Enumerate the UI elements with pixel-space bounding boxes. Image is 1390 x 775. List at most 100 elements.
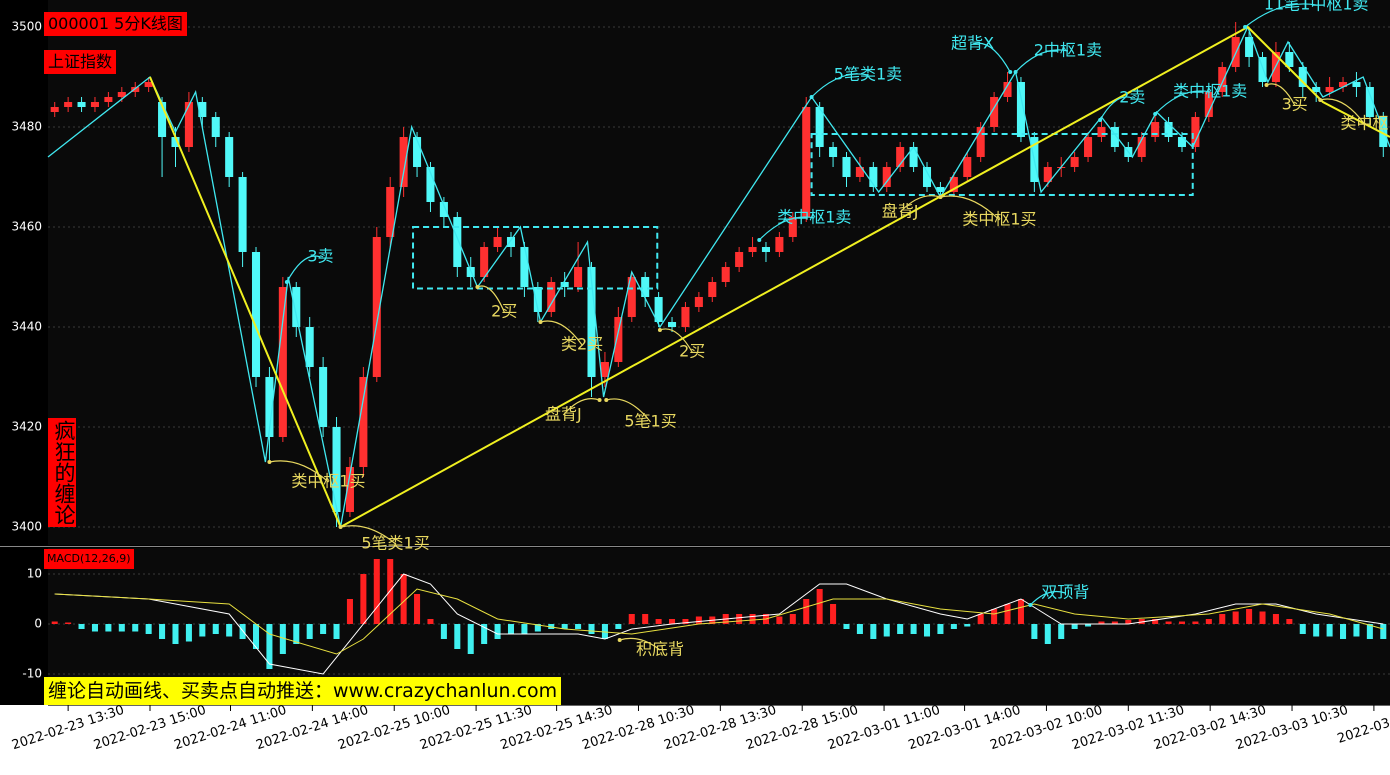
- y-tick-label: 3400: [11, 520, 42, 534]
- annotation-point: [657, 328, 662, 332]
- macd-bar: [1058, 624, 1065, 639]
- macd-bar: [306, 624, 313, 639]
- candle-body: [869, 167, 878, 187]
- macd-bar: [467, 624, 474, 654]
- macd-bar: [440, 624, 447, 639]
- macd-bar: [736, 614, 743, 624]
- macd-bar: [1299, 624, 1306, 634]
- macd-bar: [239, 624, 246, 639]
- macd-bar: [494, 624, 501, 639]
- annotation-label: 3卖: [307, 247, 333, 266]
- annotation-point: [1153, 112, 1158, 116]
- macd-bar: [803, 599, 810, 624]
- macd-bar: [266, 624, 273, 669]
- y-tick-label: -10: [22, 667, 42, 681]
- macd-bar: [1098, 621, 1105, 624]
- macd-bar: [1017, 599, 1024, 624]
- candle-body: [171, 137, 180, 147]
- annotation-point: [1098, 118, 1103, 122]
- macd-bar: [387, 559, 394, 624]
- candle-body: [641, 277, 650, 297]
- annotation-label: 类中枢1卖: [1173, 82, 1247, 101]
- candle-body: [614, 317, 623, 362]
- candle-body: [976, 127, 985, 157]
- macd-bar: [749, 614, 756, 624]
- candle-body: [1298, 67, 1307, 87]
- macd-line: [54, 588, 1384, 655]
- macd-bar: [937, 624, 944, 634]
- macd-bar: [776, 616, 783, 624]
- macd-bar: [199, 624, 206, 637]
- candle-body: [882, 167, 891, 187]
- annotation-arrow: [1029, 590, 1066, 606]
- candle-body: [1003, 82, 1012, 97]
- macd-bar: [1071, 624, 1078, 629]
- macd-bar: [588, 624, 595, 634]
- candle-body: [735, 252, 744, 267]
- annotation-label: 盘背J: [545, 405, 582, 424]
- candle-body: [64, 102, 73, 107]
- candle-body: [721, 267, 730, 282]
- candle-body: [681, 307, 690, 327]
- macd-bar: [507, 624, 515, 634]
- annotation-point: [757, 238, 762, 242]
- candle-body: [198, 102, 207, 117]
- candle-body: [439, 202, 448, 217]
- macd-bar: [682, 619, 689, 624]
- annotation-arrow: [1320, 98, 1365, 125]
- annotation-point: [1318, 98, 1323, 102]
- candle-body: [654, 297, 663, 322]
- candle-body: [104, 97, 113, 102]
- macd-bar: [360, 574, 367, 624]
- candle-body: [668, 322, 677, 327]
- main-panel: [48, 0, 1390, 545]
- candle-body: [533, 287, 542, 312]
- candle-body: [1191, 117, 1200, 147]
- annotation-point: [475, 285, 480, 289]
- macd-bar: [1125, 620, 1132, 624]
- candle-body: [359, 377, 368, 467]
- macd-bar: [51, 621, 58, 624]
- macd-bar: [1313, 624, 1320, 637]
- candle-body: [600, 362, 609, 377]
- macd-bar: [1326, 624, 1333, 637]
- macd-bar: [628, 614, 635, 624]
- annotation-point: [938, 195, 943, 199]
- macd-bar: [373, 559, 380, 624]
- candle-body: [802, 107, 811, 217]
- candle-body: [708, 282, 717, 297]
- candle-body: [1285, 52, 1294, 67]
- annotation-label: 5笔1买: [624, 412, 676, 431]
- macd-bar: [1232, 611, 1239, 624]
- macd-bar: [1165, 621, 1172, 624]
- candle-body: [855, 167, 864, 177]
- candle-body: [493, 237, 502, 247]
- macd-bar: [159, 624, 166, 639]
- candle-body: [90, 102, 99, 107]
- bi-line: [149, 25, 1390, 529]
- annotation-arrow: [562, 398, 600, 416]
- annotation-label: 5笔类1卖: [834, 65, 902, 84]
- macd-bar: [897, 624, 904, 634]
- macd-bar: [1286, 619, 1293, 624]
- annotation-arrow: [269, 460, 329, 483]
- candle-body: [1245, 37, 1254, 57]
- candle-body: [587, 267, 596, 377]
- annotation-arrow: [1244, 3, 1317, 28]
- candle-body: [1352, 82, 1361, 87]
- macd-bar: [185, 624, 192, 642]
- annotation-point: [538, 320, 543, 324]
- candle-body: [305, 327, 314, 367]
- macd-bar: [427, 619, 434, 624]
- candle-body: [345, 467, 354, 512]
- candle-body: [1151, 122, 1160, 137]
- annotation-arrow: [606, 398, 652, 423]
- annotation-arrow: [1266, 83, 1296, 106]
- macd-bar: [923, 624, 931, 637]
- macd-bar: [65, 622, 72, 624]
- annotation-arrow: [1154, 90, 1211, 115]
- annotation-arrow: [899, 195, 941, 213]
- candle-body: [990, 97, 999, 127]
- y-tick-label: 0: [34, 617, 42, 631]
- candle-body: [829, 147, 838, 157]
